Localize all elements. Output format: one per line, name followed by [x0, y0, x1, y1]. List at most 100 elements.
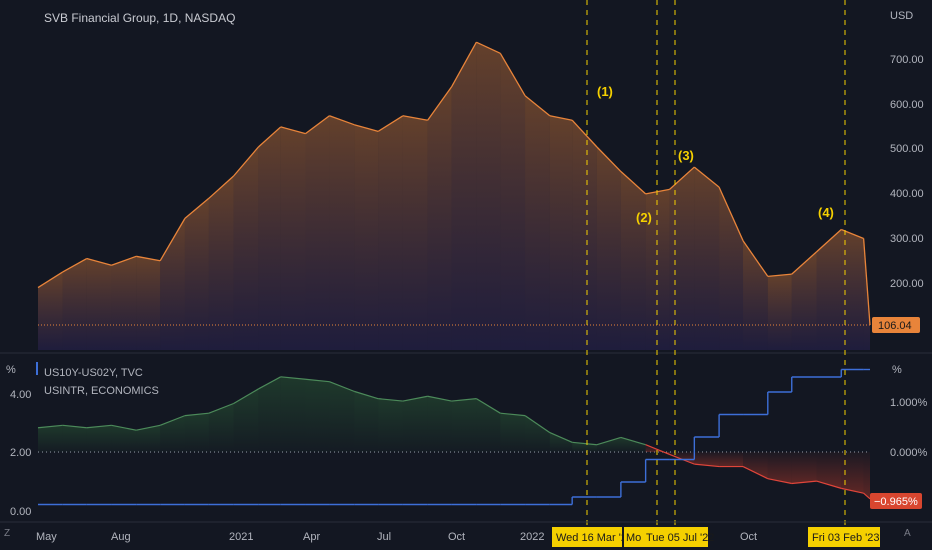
- spread-area-segment: [305, 379, 330, 452]
- price-area-segment: [767, 274, 792, 350]
- price-area-segment: [500, 53, 526, 351]
- price-line-segment: [37, 271, 64, 289]
- spread-area-segment: [62, 425, 87, 452]
- legend-rate-label[interactable]: USINTR, ECONOMICS: [44, 385, 159, 397]
- price-area-segment: [184, 198, 209, 350]
- right-tick-0: 0.000%: [890, 447, 928, 459]
- x-tick-may: May: [36, 531, 57, 543]
- price-area-segment: [208, 176, 234, 350]
- price-line-segment: [645, 188, 670, 195]
- spread-area-segment: [427, 396, 452, 452]
- annotation-4: (4): [818, 205, 834, 220]
- price-line-segment: [862, 238, 871, 326]
- last-spread-badge-bg: [870, 493, 922, 509]
- price-line-segment: [427, 86, 453, 121]
- spread-area-segment: [476, 398, 501, 452]
- annotation-1: (1): [597, 84, 613, 99]
- price-line-segment: [451, 41, 477, 88]
- spread-line-segment: [37, 424, 63, 429]
- x-tick-jul: Jul: [377, 531, 391, 543]
- price-line-segment: [305, 115, 330, 135]
- spread-area-segment: [694, 452, 720, 467]
- annotation-2: (2): [636, 210, 652, 225]
- price-line-segment: [571, 119, 598, 148]
- spread-line-segment: [402, 395, 428, 402]
- price-line-segment: [549, 115, 573, 121]
- spread-area-segment: [258, 376, 281, 452]
- price-axis-unit: USD: [890, 10, 913, 22]
- last-spread-badge: −0.965%: [870, 493, 922, 509]
- spread-area-segment: [816, 452, 842, 489]
- price-tick-200: 200.00: [890, 278, 924, 290]
- price-line-segment: [402, 115, 428, 121]
- right-axis-unit: %: [892, 364, 902, 376]
- price-area-segment: [841, 229, 864, 350]
- spread-area-segment: [378, 398, 403, 452]
- x-tick-oct-22: Oct: [740, 531, 757, 543]
- spread-area-segment: [767, 452, 792, 484]
- spread-line-segment: [184, 412, 209, 417]
- price-area-segment: [669, 167, 695, 350]
- spread-area-segment: [863, 452, 870, 499]
- spread-line-segment: [159, 415, 186, 426]
- spread-line-segment: [863, 492, 871, 500]
- price-line-segment: [524, 95, 551, 117]
- price-area-segment: [451, 42, 477, 350]
- spread-line-segment: [258, 376, 282, 390]
- date-tag-feb-23: Fri 03 Feb '23: [812, 532, 880, 544]
- spread-area-segment: [86, 425, 112, 452]
- spread-area-segment: [111, 425, 137, 452]
- spread-area-segment: [451, 398, 477, 452]
- price-line-segment: [184, 197, 210, 219]
- date-tag-jul-22-bg: [644, 527, 708, 547]
- price-area-segment: [86, 258, 112, 350]
- spread-line-segment: [816, 480, 842, 489]
- spread-line-segment: [476, 398, 501, 414]
- price-line-segment: [233, 146, 259, 177]
- spread-line-segment: [791, 480, 817, 485]
- price-line-segment: [499, 52, 526, 97]
- spread-line-segment: [694, 463, 720, 468]
- zoom-icon[interactable]: Z: [4, 528, 11, 539]
- spread-line-segment: [62, 424, 87, 429]
- spread-line-layer: [37, 376, 871, 500]
- price-area-segment: [378, 115, 403, 351]
- spread-area-segment: [549, 432, 573, 452]
- left-tick-4: 4.00: [10, 389, 31, 401]
- price-area-segment: [549, 115, 573, 351]
- price-line-segment: [767, 273, 792, 278]
- price-line-segment: [354, 124, 379, 133]
- price-line-segment: [280, 126, 306, 135]
- price-area-segment: [694, 167, 720, 350]
- price-line-segment: [86, 257, 112, 266]
- spread-line-segment: [354, 390, 379, 400]
- price-area-segment: [329, 115, 355, 351]
- spread-area-segment: [38, 425, 63, 452]
- price-area-segment: [620, 171, 646, 350]
- date-tag-jun-22: Mo: [626, 532, 641, 544]
- auto-scale-icon[interactable]: A: [904, 528, 911, 539]
- annotation-3: (3): [678, 148, 694, 163]
- spread-area-segment: [280, 376, 306, 452]
- price-area-segment: [160, 218, 185, 350]
- spread-area-segment: [329, 381, 355, 452]
- spread-area-segment: [525, 415, 550, 452]
- legend-spread-label[interactable]: US10Y-US02Y, TVC: [44, 367, 143, 379]
- price-area-segment: [305, 115, 330, 351]
- price-line-segment: [476, 41, 501, 54]
- chart-title: SVB Financial Group, 1D, NASDAQ: [44, 11, 235, 25]
- price-area-segment: [525, 95, 550, 350]
- price-line-segment: [208, 175, 235, 199]
- price-line-segment: [742, 240, 769, 277]
- price-line-segment: [257, 126, 282, 148]
- left-axis-unit: %: [6, 364, 16, 376]
- price-line-segment: [718, 186, 744, 241]
- price-area-segment: [719, 187, 744, 350]
- spread-area-layer: [38, 376, 870, 499]
- spread-line-segment: [742, 466, 769, 480]
- last-spread-value: −0.965%: [874, 496, 918, 508]
- left-tick-2: 2.00: [10, 447, 31, 459]
- spread-area-segment: [160, 415, 185, 452]
- price-line-segment: [596, 146, 622, 172]
- price-tick-700: 700.00: [890, 54, 924, 66]
